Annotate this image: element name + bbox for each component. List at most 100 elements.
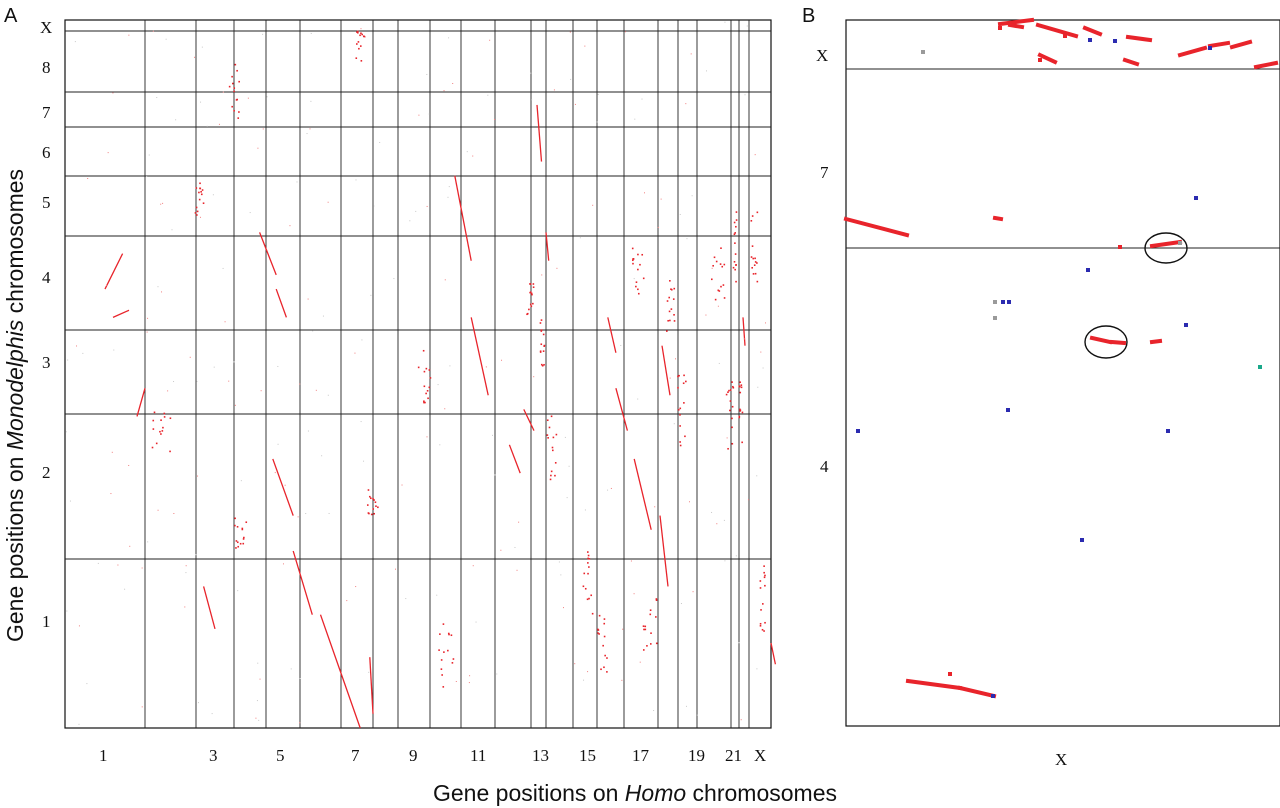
gene-point bbox=[641, 253, 644, 256]
gene-point bbox=[206, 125, 208, 127]
gene-point bbox=[610, 487, 612, 489]
gene-point bbox=[160, 419, 162, 421]
gene-point bbox=[196, 210, 199, 213]
gene-point bbox=[670, 288, 672, 290]
gene-point bbox=[635, 281, 638, 283]
gene-point bbox=[754, 257, 756, 260]
gene-point bbox=[468, 682, 470, 684]
gene-point bbox=[735, 280, 737, 283]
gene-point bbox=[428, 369, 431, 371]
gene-point bbox=[74, 41, 76, 43]
gene-point bbox=[679, 407, 682, 410]
gene-point bbox=[86, 683, 88, 685]
gene-point bbox=[231, 105, 233, 108]
gene-point bbox=[310, 100, 312, 102]
gene-point bbox=[235, 540, 238, 542]
gene-point bbox=[993, 316, 997, 320]
gene-point bbox=[447, 649, 449, 652]
gene-point bbox=[189, 356, 191, 358]
gene-point bbox=[161, 291, 163, 293]
gene-point bbox=[587, 557, 589, 560]
gene-point bbox=[360, 421, 362, 423]
gene-point bbox=[372, 508, 374, 510]
gene-point bbox=[163, 416, 166, 418]
gene-point bbox=[197, 702, 199, 704]
y-axis-title-part: chromosomes bbox=[2, 169, 28, 320]
y-tick-label: 8 bbox=[42, 58, 51, 77]
gene-point bbox=[532, 286, 535, 289]
gene-point bbox=[196, 380, 198, 382]
gene-point bbox=[69, 500, 71, 502]
synteny-segment bbox=[258, 232, 277, 276]
gene-point bbox=[258, 719, 260, 721]
synteny-segment bbox=[508, 444, 521, 474]
gene-point bbox=[542, 333, 545, 336]
gene-point bbox=[531, 99, 533, 101]
gene-point bbox=[714, 298, 717, 301]
gene-point bbox=[734, 242, 736, 244]
gene-point bbox=[117, 564, 119, 566]
gene-point bbox=[455, 680, 457, 682]
gene-point bbox=[731, 405, 734, 408]
gene-point bbox=[195, 554, 197, 556]
gene-point bbox=[239, 542, 242, 545]
gene-point bbox=[249, 212, 251, 214]
y-axis-title-part: Monodelphis bbox=[2, 319, 28, 450]
gene-point bbox=[596, 121, 598, 123]
gene-point bbox=[363, 460, 365, 462]
gene-point bbox=[570, 78, 572, 80]
gene-point bbox=[201, 46, 203, 48]
gene-point bbox=[670, 288, 673, 291]
gene-point bbox=[155, 442, 158, 445]
gene-point bbox=[426, 436, 428, 438]
gene-point bbox=[368, 671, 370, 673]
synteny-segment bbox=[770, 642, 777, 665]
gene-point bbox=[315, 389, 317, 391]
gene-point bbox=[753, 264, 756, 266]
gene-point bbox=[198, 191, 200, 194]
gene-point bbox=[668, 310, 671, 313]
gene-point bbox=[622, 628, 624, 630]
synteny-segment bbox=[633, 458, 652, 530]
gene-point bbox=[729, 409, 731, 412]
gene-point bbox=[759, 624, 762, 627]
gene-point bbox=[731, 442, 734, 445]
gene-point bbox=[472, 565, 474, 567]
gene-point bbox=[637, 292, 640, 295]
synteny-segment bbox=[742, 317, 746, 346]
gene-point bbox=[299, 678, 301, 680]
gene-point bbox=[683, 374, 685, 377]
gene-point bbox=[266, 96, 268, 98]
gene-point bbox=[553, 89, 555, 91]
gene-point bbox=[740, 384, 743, 386]
synteny-segment bbox=[843, 216, 910, 238]
gene-point bbox=[277, 365, 279, 367]
gene-point bbox=[692, 591, 694, 593]
gene-point bbox=[738, 385, 741, 388]
gene-point bbox=[654, 506, 656, 508]
gene-point bbox=[237, 545, 240, 548]
gene-point bbox=[106, 284, 108, 286]
gene-point bbox=[569, 31, 571, 33]
gene-point bbox=[241, 528, 244, 531]
gene-point bbox=[723, 519, 725, 521]
panel-b-y-ticks: X 7 4 bbox=[816, 46, 829, 476]
gene-point bbox=[422, 349, 425, 352]
gene-point bbox=[673, 287, 676, 290]
gene-point bbox=[374, 501, 377, 504]
gene-point bbox=[262, 128, 264, 130]
gene-point bbox=[234, 404, 236, 406]
gene-point bbox=[160, 203, 162, 205]
gene-point bbox=[733, 221, 736, 224]
gene-point bbox=[547, 437, 549, 439]
gene-point bbox=[197, 475, 199, 477]
gene-point bbox=[673, 320, 676, 322]
gene-point bbox=[756, 211, 759, 214]
gene-point bbox=[312, 330, 314, 332]
gene-point bbox=[754, 261, 757, 263]
x-tick-label: 3 bbox=[209, 746, 218, 765]
gene-point bbox=[746, 25, 748, 27]
gene-point bbox=[674, 358, 676, 360]
synteny-segment bbox=[104, 253, 124, 290]
gene-point bbox=[146, 175, 148, 177]
